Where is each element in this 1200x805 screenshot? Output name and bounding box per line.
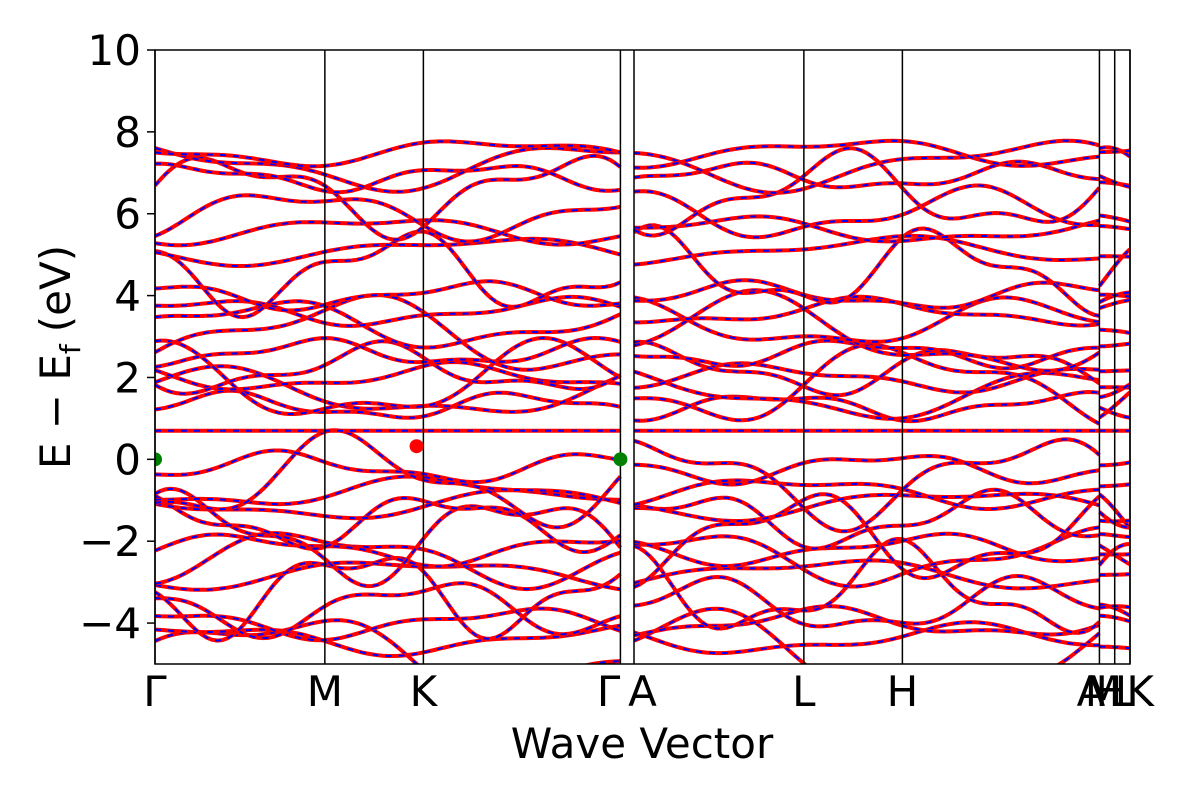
x-axis-label: Wave Vector (511, 719, 774, 768)
band-line-dashed (634, 280, 1099, 308)
band-line (155, 195, 620, 241)
x-tick-label: A (628, 667, 657, 716)
y-axis-label: E − Ef (eV) (31, 245, 87, 469)
band-edge-marker (410, 439, 424, 453)
y-axis-label-unit: (eV) (31, 245, 80, 332)
x-tick-label: Γ (143, 667, 167, 716)
y-axis-label-subscript: f (54, 343, 87, 354)
band-line (155, 281, 620, 310)
x-tick-label: H (887, 667, 919, 716)
x-tick-label: K (1126, 667, 1155, 716)
y-axis-ticks: −4 −2 0 2 4 6 8 10 (79, 26, 155, 648)
x-tick-label: K (410, 667, 439, 716)
band-line-dashed (155, 195, 620, 241)
x-tick-label: M (307, 667, 343, 716)
y-tick-label: 10 (88, 26, 141, 75)
band-edge-marker (613, 452, 627, 466)
y-tick-label: 2 (114, 353, 141, 402)
band-line (155, 496, 620, 552)
y-tick-label: 6 (114, 190, 141, 239)
x-tick-label: Γ (597, 667, 621, 716)
y-tick-label: 0 (114, 435, 141, 484)
y-tick-label: 8 (114, 108, 141, 157)
bands-layer (155, 141, 1130, 703)
y-tick-label: −4 (79, 599, 141, 648)
y-tick-label: 4 (114, 272, 141, 321)
band-line-dashed (155, 164, 620, 193)
x-tick-label: L (792, 667, 816, 716)
x-tick-label: H (1096, 667, 1128, 716)
band-line (155, 490, 620, 518)
y-axis-label-main: E − E (31, 354, 80, 469)
y-tick-label: −2 (79, 517, 141, 566)
